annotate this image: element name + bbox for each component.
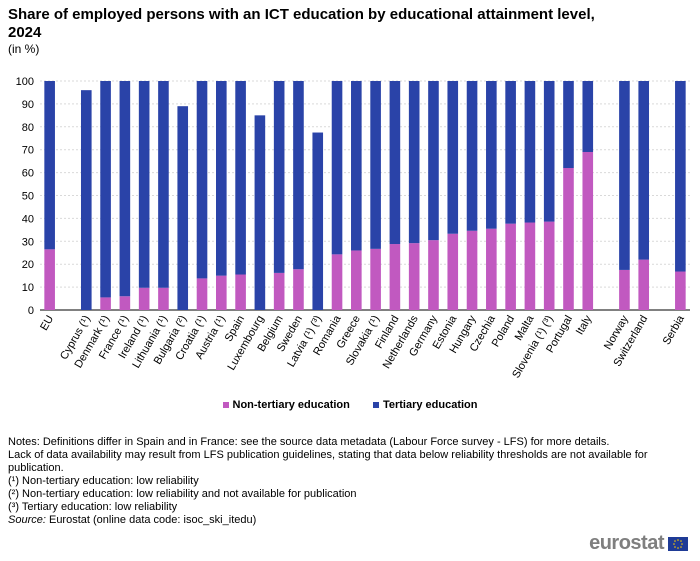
unit-label: (in %) <box>8 42 40 56</box>
bar-non-tertiary <box>351 250 362 310</box>
bar-non-tertiary <box>486 228 497 310</box>
bar-non-tertiary <box>370 248 381 310</box>
bar-tertiary <box>177 106 189 310</box>
bar-non-tertiary <box>216 275 227 310</box>
x-tick-label: Italy <box>574 313 595 337</box>
bar-tertiary <box>216 81 227 276</box>
bar-tertiary <box>80 90 92 310</box>
eu-flag-icon <box>668 536 688 551</box>
bar-tertiary <box>235 81 246 275</box>
y-tick-label: 30 <box>22 236 34 248</box>
y-tick-label: 80 <box>22 122 34 134</box>
x-tick-label: EU <box>38 313 56 332</box>
legend: Non-tertiary education Tertiary educatio… <box>0 399 700 411</box>
bar-tertiary <box>389 81 401 245</box>
bar-non-tertiary <box>428 240 439 310</box>
bar-non-tertiary <box>235 274 246 310</box>
notes: Notes: Definitions differ in Spain and i… <box>8 436 688 527</box>
bar-non-tertiary <box>408 243 420 310</box>
bar-tertiary <box>100 81 111 298</box>
y-tick-label: 20 <box>22 259 34 271</box>
bar-non-tertiary <box>158 287 169 310</box>
bar-tertiary <box>563 81 574 169</box>
bar-tertiary <box>447 81 459 234</box>
bar-non-tertiary <box>119 296 131 310</box>
x-tick-label: Serbia <box>661 313 688 347</box>
bar-non-tertiary <box>389 244 401 310</box>
bar-tertiary <box>486 81 497 229</box>
note-definitions: Notes: Definitions differ in Spain and i… <box>8 436 610 448</box>
source-text: Eurostat (online data code: isoc_ski_ite… <box>45 514 257 526</box>
bar-non-tertiary <box>505 223 516 310</box>
bar-non-tertiary <box>582 151 594 310</box>
bar-tertiary <box>619 81 630 270</box>
y-tick-label: 0 <box>28 305 34 317</box>
bar-non-tertiary <box>524 222 536 310</box>
bar-non-tertiary <box>675 271 686 310</box>
bar-tertiary <box>524 81 536 223</box>
legend-label-non-tertiary: Non-tertiary education <box>232 399 350 411</box>
bar-tertiary <box>428 81 439 241</box>
bar-non-tertiary <box>619 269 630 310</box>
y-tick-label: 40 <box>22 213 34 225</box>
logo-text: eurostat <box>589 532 664 554</box>
y-tick-label: 10 <box>22 282 34 294</box>
bar-tertiary <box>466 81 478 231</box>
y-tick-label: 60 <box>22 168 34 180</box>
bar-tertiary <box>675 81 686 272</box>
note-footnote-2: (²) Non-tertiary education: low reliabil… <box>8 488 357 500</box>
bar-tertiary <box>119 81 131 297</box>
bar-tertiary <box>408 81 420 244</box>
bar-tertiary <box>196 81 208 279</box>
source-prefix: Source: <box>8 514 46 526</box>
bar-tertiary <box>543 81 555 222</box>
y-tick-label: 70 <box>22 145 34 157</box>
bar-non-tertiary <box>293 269 304 310</box>
bar-tertiary <box>312 132 324 310</box>
legend-item-non-tertiary: Non-tertiary education <box>222 399 350 411</box>
source-line: Source: Eurostat (online data code: isoc… <box>8 514 688 527</box>
bar-tertiary <box>370 81 381 249</box>
bar-tertiary <box>138 81 150 288</box>
bar-non-tertiary <box>273 272 285 310</box>
bar-non-tertiary <box>138 287 150 310</box>
bar-non-tertiary <box>196 278 208 310</box>
bar-tertiary <box>158 81 169 288</box>
bar-non-tertiary <box>100 297 111 310</box>
legend-swatch-non-tertiary <box>222 402 229 409</box>
chart-title: Share of employed persons with an ICT ed… <box>8 6 595 41</box>
bar-non-tertiary <box>563 168 574 310</box>
bar-tertiary <box>293 81 304 270</box>
bar-non-tertiary <box>543 221 555 310</box>
bar-tertiary <box>505 81 516 224</box>
bar-non-tertiary <box>466 230 478 310</box>
eurostat-logo: eurostat <box>589 532 688 555</box>
legend-item-tertiary: Tertiary education <box>372 399 478 411</box>
legend-label-tertiary: Tertiary education <box>382 399 478 411</box>
note-footnote-3: (³) Tertiary education: low reliability <box>8 501 178 513</box>
bar-non-tertiary <box>447 233 459 310</box>
y-tick-label: 90 <box>22 99 34 111</box>
bar-tertiary <box>351 81 362 251</box>
bar-non-tertiary <box>44 249 55 310</box>
y-tick-label: 100 <box>16 76 34 88</box>
bar-tertiary <box>44 81 55 250</box>
legend-swatch-tertiary <box>372 402 379 409</box>
bar-tertiary <box>331 81 343 255</box>
note-footnote-1: (¹) Non-tertiary education: low reliabil… <box>8 475 199 487</box>
bar-non-tertiary <box>331 254 343 310</box>
bar-tertiary <box>273 81 285 273</box>
bar-tertiary <box>582 81 594 152</box>
y-tick-label: 50 <box>22 191 34 203</box>
bar-tertiary <box>254 115 266 310</box>
bar-tertiary <box>638 81 650 260</box>
note-availability: Lack of data availability may result fro… <box>8 449 648 474</box>
bar-non-tertiary <box>638 259 650 310</box>
